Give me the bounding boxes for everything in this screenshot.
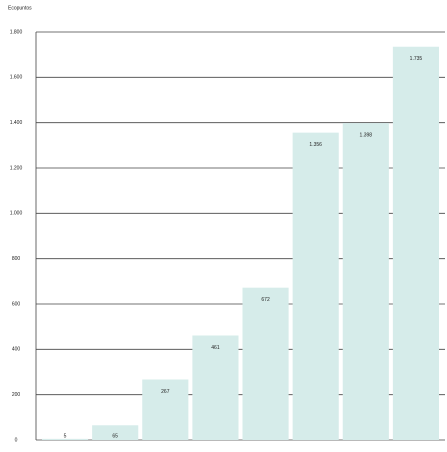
bar: [142, 379, 189, 440]
y-tick-label: 0: [15, 437, 18, 443]
y-tick-label: 400: [12, 347, 21, 353]
y-tick-label: 1.400: [10, 120, 23, 126]
y-tick-label: 1.800: [10, 29, 23, 35]
bar: [242, 287, 289, 440]
bar: [342, 123, 389, 441]
value-label: 65: [112, 433, 118, 439]
bar: [292, 132, 339, 440]
value-label: 461: [211, 345, 220, 351]
y-tick-label: 800: [12, 256, 21, 262]
value-label: 1.398: [360, 132, 373, 138]
value-label: 267: [161, 389, 170, 395]
bar: [42, 438, 89, 440]
value-label: 672: [261, 297, 270, 303]
y-tick-label: 1.200: [10, 165, 23, 171]
y-tick-label: 200: [12, 392, 21, 398]
y-tick-label: 1.600: [10, 75, 23, 81]
bar: [192, 335, 239, 440]
y-tick-label: 600: [12, 301, 21, 307]
bar: [392, 46, 439, 440]
chart-title: Ecopuntos: [8, 5, 32, 11]
value-label: 5: [64, 433, 67, 439]
value-label: 1.735: [410, 56, 423, 62]
value-label: 1.356: [309, 142, 322, 148]
bar: [92, 425, 139, 440]
y-tick-label: 1.000: [10, 211, 23, 217]
